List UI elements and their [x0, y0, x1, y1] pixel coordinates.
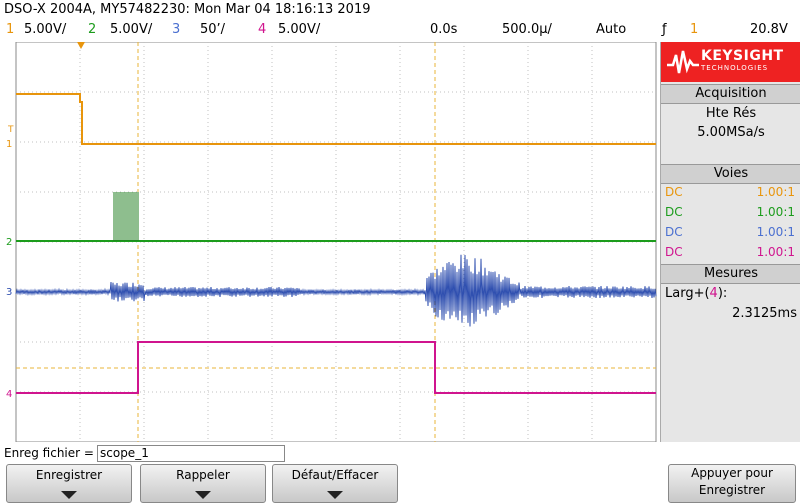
- voie-4-ratio: 1.00:1: [756, 245, 795, 259]
- voie-2-coupling: DC: [665, 205, 683, 219]
- side-panel: KEYSIGHT TECHNOLOGIES Acquisition Hte Ré…: [660, 42, 800, 442]
- ch3-ground-marker[interactable]: 3: [6, 287, 12, 298]
- acquisition-header[interactable]: Acquisition: [661, 84, 800, 104]
- voie-row-4[interactable]: DC 1.00:1: [665, 245, 795, 265]
- ch4-scale[interactable]: 5.00V/: [278, 22, 321, 37]
- file-label: Enreg fichier =: [4, 446, 94, 460]
- recall-softkey-label: Rappeler: [176, 468, 230, 482]
- sample-rate: 5.00MSa/s: [697, 125, 765, 140]
- save-softkey[interactable]: Enregistrer: [6, 464, 132, 503]
- voie-1-coupling: DC: [665, 185, 683, 199]
- ch2-scale[interactable]: 5.00V/: [110, 22, 153, 37]
- ch2-ground-marker[interactable]: 2: [6, 237, 12, 248]
- press-to-save-softkey[interactable]: Appuyer pour Enregistrer: [668, 464, 796, 503]
- ch1-ground-marker[interactable]: 1: [6, 139, 12, 150]
- down-arrow-icon: [195, 491, 211, 499]
- keysight-logo: KEYSIGHT TECHNOLOGIES: [661, 42, 800, 82]
- brand-subtitle: TECHNOLOGIES: [701, 64, 769, 72]
- ch1-trace: [16, 93, 656, 145]
- delay-readout[interactable]: 0.0s: [430, 22, 458, 37]
- keysight-wave-icon: [667, 50, 699, 74]
- ch1-scale[interactable]: 5.00V/: [24, 22, 67, 37]
- measure-label: Larg+(4):: [665, 286, 728, 301]
- timebase-readout[interactable]: 500.0µ/: [502, 22, 552, 37]
- acquisition-mode: Hte Rés: [705, 106, 757, 121]
- voie-row-2[interactable]: DC 1.00:1: [665, 205, 795, 225]
- file-name-field[interactable]: scope_1: [97, 445, 285, 462]
- ch2-number[interactable]: 2: [88, 22, 97, 37]
- mesures-header[interactable]: Mesures: [661, 264, 800, 284]
- trigger-mode[interactable]: Auto: [596, 22, 627, 37]
- ch1-number[interactable]: 1: [6, 22, 15, 37]
- ch4-trace: [16, 341, 656, 394]
- ch4-number[interactable]: 4: [258, 22, 267, 37]
- voie-3-ratio: 1.00:1: [756, 225, 795, 239]
- waveform-svg: 1 2 3 4 T: [6, 41, 657, 443]
- trigger-channel[interactable]: 1: [690, 22, 699, 37]
- brand-name: KEYSIGHT: [701, 48, 784, 64]
- ch4-ground-marker[interactable]: 4: [6, 389, 12, 400]
- down-arrow-icon: [327, 491, 343, 499]
- voie-3-coupling: DC: [665, 225, 683, 239]
- ch3-scale[interactable]: 50’/: [200, 22, 226, 37]
- voie-4-coupling: DC: [665, 245, 683, 259]
- trigger-position-marker[interactable]: [77, 42, 85, 49]
- default-erase-softkey[interactable]: Défaut/Effacer: [272, 464, 398, 503]
- recall-softkey[interactable]: Rappeler: [140, 464, 266, 503]
- down-arrow-icon: [61, 491, 77, 499]
- measure-value: 2.3125ms: [732, 306, 797, 321]
- ch3-number[interactable]: 3: [172, 22, 181, 37]
- voie-1-ratio: 1.00:1: [756, 185, 795, 199]
- voie-row-3[interactable]: DC 1.00:1: [665, 225, 795, 245]
- voie-row-1[interactable]: DC 1.00:1: [665, 185, 795, 205]
- default-erase-softkey-label: Défaut/Effacer: [291, 468, 379, 482]
- trigger-edge-icon: ƒ: [662, 22, 667, 37]
- window-title: DSO-X 2004A, MY57482230: Mon Mar 04 18:1…: [4, 2, 371, 17]
- voies-header[interactable]: Voies: [661, 164, 800, 184]
- waveform-display[interactable]: 1 2 3 4 T: [0, 41, 660, 443]
- voie-2-ratio: 1.00:1: [756, 205, 795, 219]
- channel-settings-bar: 1 5.00V/ 2 5.00V/ 3 50’/ 4 5.00V/ 0.0s 5…: [0, 22, 660, 40]
- save-softkey-label: Enregistrer: [35, 468, 103, 482]
- trigger-level[interactable]: 20.8V: [750, 22, 788, 37]
- ch2-burst: [113, 192, 139, 241]
- trigger-level-marker[interactable]: T: [7, 125, 14, 135]
- ch3-trace: [15, 254, 657, 327]
